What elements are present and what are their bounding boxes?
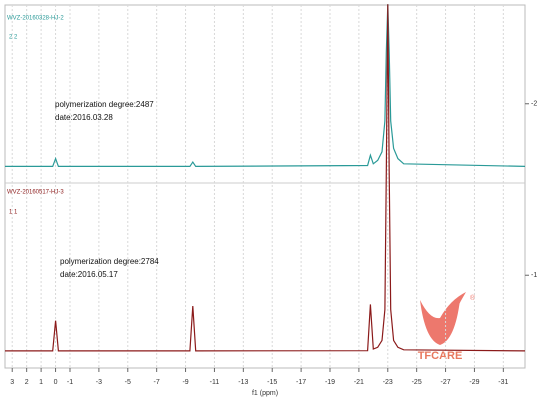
svg-text:®: ® xyxy=(470,294,476,302)
plot-frame xyxy=(4,4,526,369)
x-tick-label: -9 xyxy=(182,379,188,386)
spectrum-line xyxy=(5,4,526,168)
x-tick-label: -1 xyxy=(67,379,73,386)
x-tick-label: -17 xyxy=(296,379,306,386)
x-tick-label: -27 xyxy=(440,379,450,386)
annotation: 2 2 xyxy=(9,35,18,41)
x-tick-label: -7 xyxy=(154,379,160,386)
logo-text: TFCARE xyxy=(418,350,463,362)
x-tick-label: 2 xyxy=(25,379,29,386)
series-label: WVZ-20160328-HJ-2 xyxy=(7,16,64,22)
y-tick-label: -2 xyxy=(531,101,537,108)
series-label: WVZ-20160517-HJ-3 xyxy=(7,190,64,196)
x-tick-label: -13 xyxy=(238,379,248,386)
x-tick-label: -29 xyxy=(469,379,479,386)
x-tick-label: -21 xyxy=(354,379,364,386)
annotation: 1 1 xyxy=(9,210,18,216)
annotation: polymerization degree:2784 xyxy=(60,257,159,266)
annotation: date:2016.05.17 xyxy=(60,270,118,279)
x-tick-label: -15 xyxy=(267,379,277,386)
annotation: polymerization degree:2487 xyxy=(55,100,154,109)
x-tick-label: 0 xyxy=(54,379,58,386)
x-axis-label: f1 (ppm) xyxy=(252,390,278,397)
x-tick-label: 3 xyxy=(10,379,14,386)
x-tick-label: -25 xyxy=(412,379,422,386)
x-tick-label: -3 xyxy=(96,379,102,386)
x-tick-label: -31 xyxy=(498,379,508,386)
x-tick-label: -5 xyxy=(125,379,131,386)
x-tick-label: 1 xyxy=(39,379,43,386)
x-tick-label: -19 xyxy=(325,379,335,386)
spectrum-line xyxy=(5,4,526,352)
y-tick-label: -1 xyxy=(531,272,537,279)
x-tick-label: -11 xyxy=(210,379,220,386)
logo: ® xyxy=(420,292,476,345)
x-tick-label: -23 xyxy=(383,379,393,386)
annotation: date:2016.03.28 xyxy=(55,113,113,122)
